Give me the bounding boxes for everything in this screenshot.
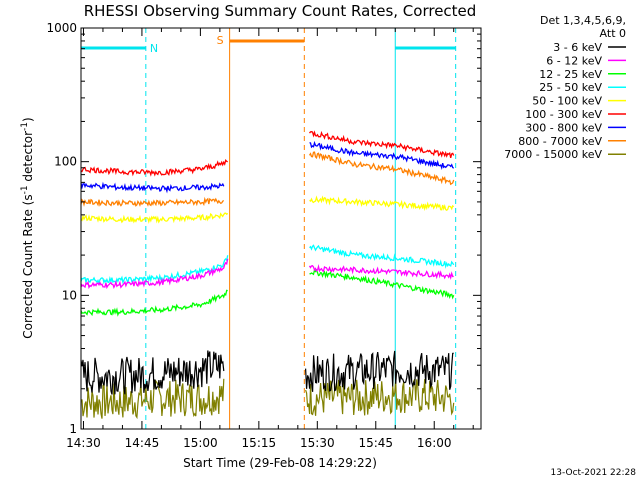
y-tick-label: 10 [62, 288, 77, 302]
series-line [305, 350, 454, 392]
plot-area: NS [80, 28, 457, 429]
x-tick-label: 15:00 [183, 436, 218, 450]
series-line [309, 268, 455, 300]
saa-label: S [217, 34, 224, 47]
x-axis-label: Start Time (29-Feb-08 14:29:22) [183, 456, 377, 470]
series-12-25 [80, 268, 455, 317]
chart-title: RHESSI Observing Summary Count Rates, Co… [84, 2, 477, 20]
legend-header-line2: Att 0 [600, 27, 626, 40]
series-line [80, 258, 229, 290]
series-3-6 [80, 350, 454, 395]
series-25-50 [80, 244, 455, 285]
y-tick-label: 100 [54, 155, 77, 169]
series-50-100 [80, 195, 455, 224]
series-line [80, 350, 225, 395]
series-line [80, 255, 229, 285]
footer-timestamp: 13-Oct-2021 22:28 [551, 468, 637, 478]
x-tick-label: 15:15 [242, 436, 277, 450]
series-7000-15000 [80, 378, 455, 420]
legend-label: 12 - 25 keV [539, 68, 602, 81]
x-axis: 14:30 14:45 15:00 15:15 15:30 15:45 16:00 [66, 28, 474, 450]
series-line [308, 151, 455, 186]
legend-label: 800 - 7000 keV [518, 135, 602, 148]
series-line [309, 140, 455, 170]
series-line [308, 264, 454, 281]
legend-label: 300 - 800 keV [525, 121, 602, 134]
x-tick-label: 14:30 [66, 436, 101, 450]
legend-label: 100 - 300 keV [525, 108, 602, 121]
series-100-300 [80, 130, 455, 177]
series-6-12 [80, 258, 454, 290]
x-tick-label: 15:30 [300, 436, 335, 450]
night-label: N [150, 42, 158, 55]
legend-header-line1: Det 1,3,4,5,6,9, [540, 14, 626, 27]
x-tick-label: 14:45 [125, 436, 160, 450]
y-tick-label: 1000 [46, 21, 77, 35]
y-tick-label: 1 [69, 422, 77, 436]
series-line [309, 130, 455, 159]
legend-label: 25 - 50 keV [539, 81, 602, 94]
series-line [80, 378, 225, 420]
plot-frame [80, 27, 482, 430]
series-line [80, 289, 228, 317]
series-line [80, 181, 225, 194]
x-tick-label: 15:45 [358, 436, 393, 450]
series-800-7000 [80, 151, 455, 207]
series-line [309, 244, 455, 269]
x-tick-label: 16:00 [417, 436, 452, 450]
series-line [80, 212, 229, 224]
series-line [80, 196, 225, 207]
y-axis: 1 10 100 1000 [46, 21, 481, 436]
series-300-800 [80, 140, 455, 194]
legend-label: 3 - 6 keV [553, 41, 602, 54]
series-line [309, 195, 455, 212]
legend-label: 50 - 100 keV [532, 95, 602, 108]
series-line [305, 378, 455, 416]
legend-label: 7000 - 15000 keV [504, 148, 602, 161]
legend-label: 6 - 12 keV [546, 54, 602, 67]
series-line [80, 159, 228, 177]
y-axis-label: Corrected Count Rate (s-1 detector-1) [20, 117, 35, 338]
